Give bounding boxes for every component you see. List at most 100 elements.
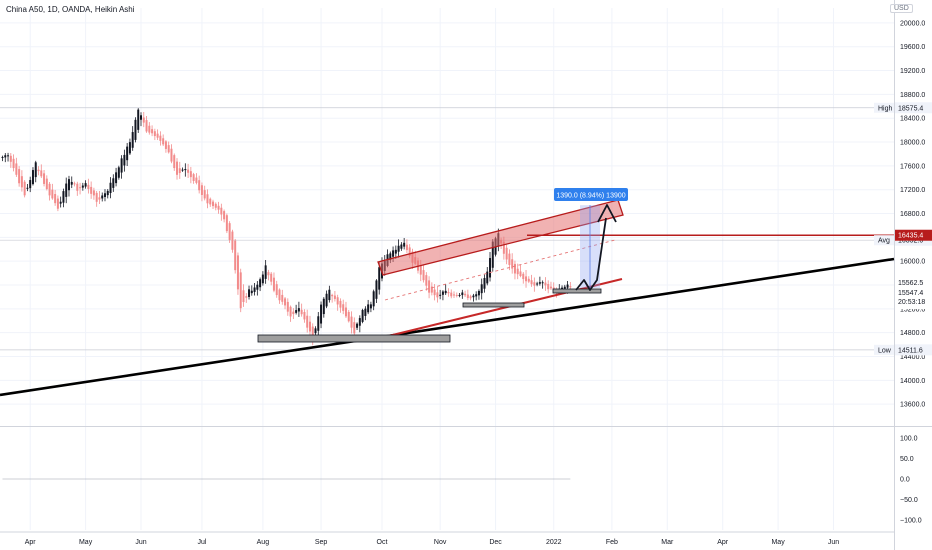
chart-title: China A50, 1D, OANDA, Heikin Ashi bbox=[6, 5, 135, 14]
time-tick-label: Feb bbox=[606, 539, 618, 546]
candle-body bbox=[9, 155, 12, 162]
price-tick-label: 19600.0 bbox=[900, 44, 925, 51]
candle-body bbox=[34, 162, 37, 178]
candle-body bbox=[272, 277, 275, 291]
arrow-head-icon bbox=[597, 204, 617, 223]
candle-body bbox=[264, 265, 267, 279]
candle-body bbox=[322, 298, 325, 315]
indicator-tick-label: 100.0 bbox=[900, 436, 918, 443]
candle-body bbox=[261, 274, 264, 284]
candle-body bbox=[4, 155, 7, 158]
candle-body bbox=[538, 282, 541, 284]
time-tick-label: May bbox=[771, 539, 785, 546]
drawings: 1390.0 (8.94%) 13900 bbox=[0, 188, 895, 397]
candle-body bbox=[54, 194, 57, 204]
candle-body bbox=[397, 245, 400, 252]
candle-body bbox=[270, 273, 273, 282]
candle-body bbox=[170, 148, 173, 162]
candle-body bbox=[250, 290, 253, 294]
candle-body bbox=[464, 293, 467, 296]
candle-body bbox=[533, 282, 536, 286]
candle-body bbox=[450, 292, 453, 297]
candle-body bbox=[375, 280, 378, 299]
candle-body bbox=[475, 294, 478, 297]
candle-body bbox=[328, 289, 331, 301]
candle-body bbox=[217, 205, 220, 210]
candle-body bbox=[101, 195, 104, 199]
measure-label: 1390.0 (8.94%) 13900 bbox=[556, 193, 625, 200]
candle-body bbox=[505, 247, 508, 260]
candle-body bbox=[394, 249, 397, 254]
high-marker-value: 18575.4 bbox=[898, 105, 923, 112]
demand-zone bbox=[462, 302, 525, 308]
candle-body bbox=[292, 311, 295, 315]
time-tick-label: Mar bbox=[661, 539, 674, 546]
candle-body bbox=[81, 185, 84, 188]
candle-body bbox=[281, 294, 284, 302]
candle-body bbox=[444, 290, 447, 294]
time-tick-label: Sep bbox=[315, 539, 328, 546]
candle-body bbox=[436, 292, 439, 298]
candle-body bbox=[62, 191, 65, 203]
candle-body bbox=[187, 169, 190, 173]
last-price-marker-value-box bbox=[895, 229, 932, 241]
candle-body bbox=[441, 291, 444, 295]
candle-body bbox=[245, 296, 248, 298]
candle-body bbox=[353, 322, 356, 334]
candle-body bbox=[248, 289, 251, 297]
candle-body bbox=[339, 300, 342, 308]
candle-body bbox=[209, 198, 212, 205]
candle-body bbox=[425, 275, 428, 286]
candle-body bbox=[37, 169, 40, 172]
candles bbox=[1, 108, 572, 346]
candle-body bbox=[347, 311, 350, 322]
candle-body bbox=[541, 282, 544, 284]
candle-body bbox=[480, 284, 483, 294]
candle-body bbox=[403, 242, 406, 247]
candle-body bbox=[87, 184, 90, 189]
candle-body bbox=[447, 292, 450, 294]
countdown-timer: 20:53:18 bbox=[898, 299, 925, 306]
candle-body bbox=[400, 244, 403, 249]
currency-badge[interactable]: USD bbox=[890, 4, 913, 13]
candle-body bbox=[513, 263, 516, 274]
candle-body bbox=[51, 189, 54, 199]
candle-body bbox=[98, 197, 101, 200]
candle-body bbox=[300, 309, 303, 315]
candle-body bbox=[181, 169, 184, 171]
price-tick-label: 14800.0 bbox=[900, 330, 925, 337]
candle-body bbox=[278, 289, 281, 301]
candle-body bbox=[195, 177, 198, 183]
candle-body bbox=[239, 272, 242, 309]
candle-body bbox=[325, 293, 328, 307]
time-tick-label: Apr bbox=[717, 539, 729, 546]
candle-body bbox=[103, 193, 106, 197]
avg-marker-value: 16352.0 bbox=[898, 238, 923, 245]
price-tick-label: 18400.0 bbox=[900, 116, 925, 123]
candle-body bbox=[408, 247, 411, 256]
candle-body bbox=[486, 271, 489, 284]
time-tick-label: Aug bbox=[257, 539, 270, 546]
candle-body bbox=[112, 178, 115, 188]
candle-body bbox=[234, 240, 237, 271]
candle-body bbox=[117, 167, 120, 178]
candle-body bbox=[253, 287, 256, 292]
price-tick-label: 18800.0 bbox=[900, 92, 925, 99]
candle-body bbox=[126, 146, 129, 161]
candle-body bbox=[344, 307, 347, 317]
candle-body bbox=[43, 173, 46, 184]
low-marker-label-box bbox=[874, 344, 894, 355]
high-marker-label: High bbox=[878, 105, 893, 112]
candle-body bbox=[569, 286, 572, 288]
low-marker-label: Low bbox=[878, 347, 892, 354]
price-tick-label: 19200.0 bbox=[900, 68, 925, 75]
candle-body bbox=[267, 272, 270, 276]
measure-label-box bbox=[554, 188, 628, 201]
candle-body bbox=[389, 253, 392, 261]
candle-body bbox=[466, 294, 469, 299]
high-marker-value-box bbox=[895, 102, 932, 114]
candle-body bbox=[392, 250, 395, 257]
channel-support-line bbox=[371, 278, 623, 341]
candle-body bbox=[566, 284, 569, 288]
